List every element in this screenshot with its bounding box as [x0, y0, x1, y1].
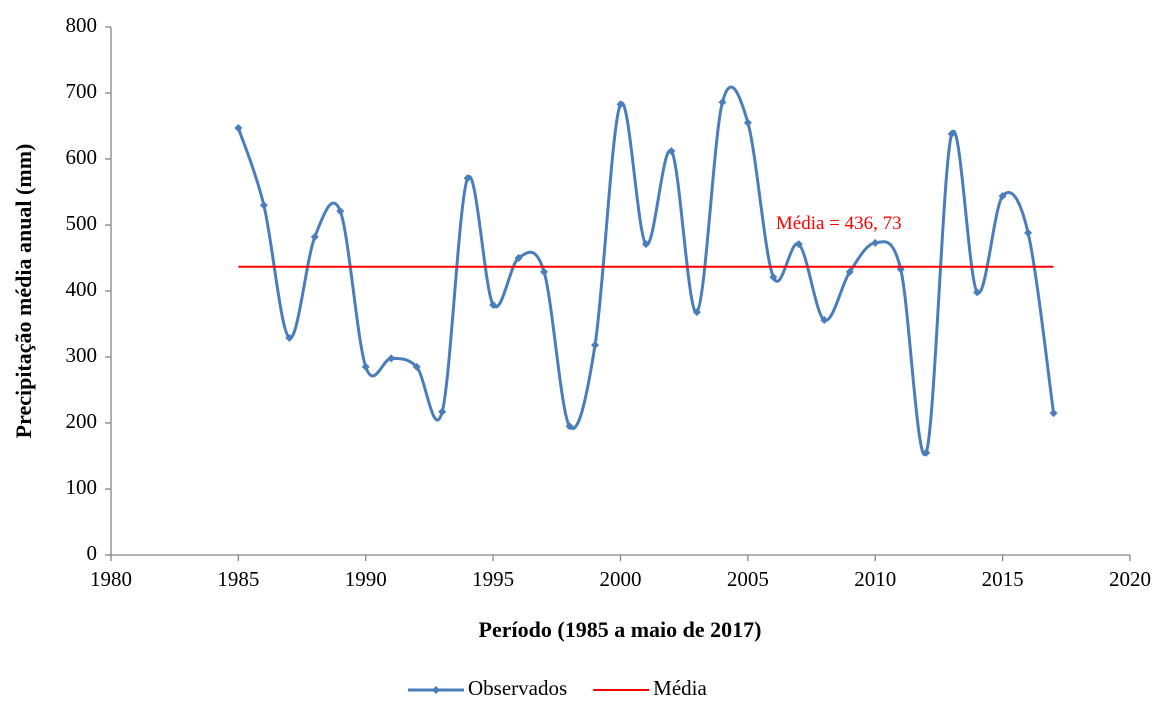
- annotation: Média = 436, 73: [776, 213, 902, 234]
- y-tick-label: 200: [66, 409, 98, 433]
- y-tick-label: 700: [66, 79, 98, 103]
- point-marker: [463, 174, 472, 183]
- point-marker: [1049, 409, 1058, 418]
- x-tick-label: 2015: [982, 567, 1024, 591]
- legend-marker: [432, 686, 440, 694]
- y-tick-label: 300: [66, 343, 98, 367]
- point-marker: [540, 267, 549, 276]
- point-marker: [438, 407, 447, 416]
- point-marker: [667, 147, 676, 156]
- point-marker: [947, 129, 956, 138]
- point-marker: [641, 240, 650, 249]
- point-marker: [616, 100, 625, 109]
- x-tick-label: 1995: [472, 567, 514, 591]
- point-marker: [845, 267, 854, 276]
- y-tick-label: 400: [66, 277, 98, 301]
- x-tick-label: 2010: [854, 567, 896, 591]
- point-marker: [1024, 228, 1033, 237]
- point-marker: [259, 201, 268, 210]
- x-tick-label: 2020: [1109, 567, 1151, 591]
- point-marker: [591, 341, 600, 350]
- y-tick-label: 500: [66, 211, 98, 235]
- y-tick-label: 800: [66, 13, 98, 37]
- point-marker: [871, 238, 880, 247]
- point-marker: [998, 191, 1007, 200]
- point-marker: [820, 316, 829, 325]
- point-marker: [514, 254, 523, 262]
- point-marker: [718, 98, 727, 107]
- x-tick-label: 1980: [90, 567, 132, 591]
- point-marker: [361, 362, 370, 371]
- point-marker: [922, 448, 931, 457]
- legend-label: Média: [653, 676, 707, 700]
- point-marker: [794, 240, 803, 249]
- point-marker: [565, 422, 574, 431]
- point-marker: [310, 232, 319, 241]
- x-tick-label: 1985: [217, 567, 259, 591]
- y-tick-label: 600: [66, 145, 98, 169]
- point-marker: [973, 288, 982, 297]
- point-marker: [285, 333, 294, 342]
- point-marker: [692, 308, 701, 317]
- legend-label: Observados: [468, 676, 567, 700]
- x-tick-label: 1990: [345, 567, 387, 591]
- series-line: [236, 85, 1056, 457]
- x-tick-label: 2005: [727, 567, 769, 591]
- x-tick-label: 2000: [600, 567, 642, 591]
- point-marker: [387, 354, 396, 363]
- point-marker: [489, 300, 498, 309]
- point-marker: [769, 273, 778, 282]
- y-tick-label: 0: [87, 541, 98, 565]
- point-marker: [336, 207, 345, 216]
- point-marker: [412, 362, 421, 371]
- point-marker: [743, 118, 752, 127]
- point-marker: [234, 123, 243, 132]
- y-tick-label: 100: [66, 475, 98, 499]
- y-axis-title: Precipitação média anual (mm): [11, 144, 36, 439]
- x-axis-title: Período (1985 a maio de 2017): [479, 617, 762, 642]
